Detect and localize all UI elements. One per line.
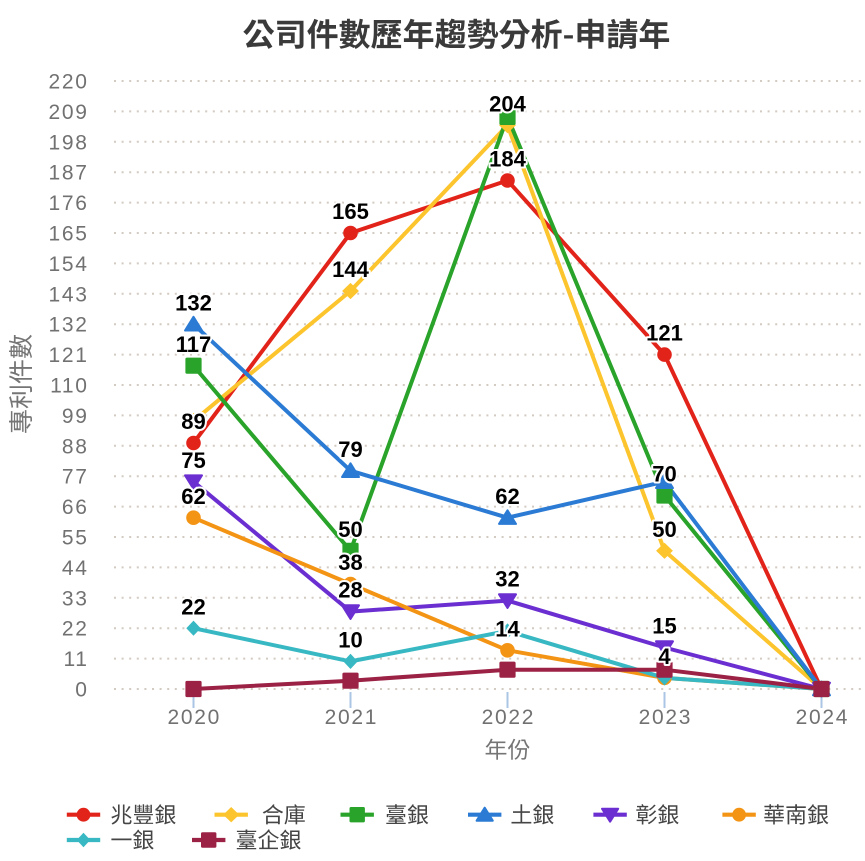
svg-text:117: 117 bbox=[176, 332, 212, 357]
svg-text:209: 209 bbox=[49, 101, 89, 124]
svg-text:4: 4 bbox=[658, 644, 671, 669]
svg-text:2023: 2023 bbox=[639, 706, 693, 729]
svg-text:2020: 2020 bbox=[168, 706, 222, 729]
svg-text:15: 15 bbox=[652, 614, 676, 639]
svg-text:154: 154 bbox=[49, 253, 89, 276]
svg-text:121: 121 bbox=[49, 344, 89, 367]
svg-text:89: 89 bbox=[181, 409, 205, 434]
svg-text:143: 143 bbox=[49, 283, 89, 306]
svg-text:77: 77 bbox=[62, 466, 89, 489]
svg-text:33: 33 bbox=[62, 587, 89, 610]
svg-text:62: 62 bbox=[495, 484, 519, 509]
svg-text:62: 62 bbox=[181, 484, 205, 509]
svg-text:0: 0 bbox=[75, 679, 88, 702]
svg-text:38: 38 bbox=[338, 550, 362, 575]
svg-text:165: 165 bbox=[332, 199, 369, 224]
svg-text:184: 184 bbox=[489, 147, 526, 172]
svg-text:50: 50 bbox=[652, 517, 676, 542]
svg-text:22: 22 bbox=[181, 594, 205, 619]
svg-text:11: 11 bbox=[63, 648, 88, 671]
svg-text:165: 165 bbox=[49, 223, 89, 246]
svg-text:28: 28 bbox=[338, 578, 362, 603]
svg-text:220: 220 bbox=[49, 71, 89, 94]
svg-text:44: 44 bbox=[62, 557, 89, 580]
svg-text:66: 66 bbox=[62, 496, 89, 519]
svg-text:70: 70 bbox=[652, 462, 676, 487]
svg-text:55: 55 bbox=[62, 527, 89, 550]
svg-text:2024: 2024 bbox=[796, 706, 850, 729]
svg-text:187: 187 bbox=[49, 162, 89, 185]
svg-text:50: 50 bbox=[338, 517, 362, 542]
svg-text:75: 75 bbox=[181, 448, 205, 473]
svg-text:10: 10 bbox=[338, 628, 362, 653]
svg-text:110: 110 bbox=[50, 375, 89, 398]
svg-text:121: 121 bbox=[646, 321, 683, 346]
svg-text:88: 88 bbox=[62, 435, 89, 458]
svg-text:2022: 2022 bbox=[482, 706, 536, 729]
svg-text:79: 79 bbox=[338, 437, 362, 462]
svg-text:132: 132 bbox=[49, 314, 89, 337]
svg-text:22: 22 bbox=[62, 618, 89, 641]
svg-text:32: 32 bbox=[495, 567, 519, 592]
svg-text:198: 198 bbox=[49, 131, 89, 154]
svg-text:144: 144 bbox=[332, 257, 369, 282]
svg-text:204: 204 bbox=[489, 91, 526, 116]
svg-text:2021: 2021 bbox=[325, 706, 379, 729]
svg-text:132: 132 bbox=[175, 290, 212, 315]
svg-text:176: 176 bbox=[49, 192, 89, 215]
svg-text:14: 14 bbox=[495, 616, 520, 641]
svg-text:99: 99 bbox=[62, 405, 89, 428]
